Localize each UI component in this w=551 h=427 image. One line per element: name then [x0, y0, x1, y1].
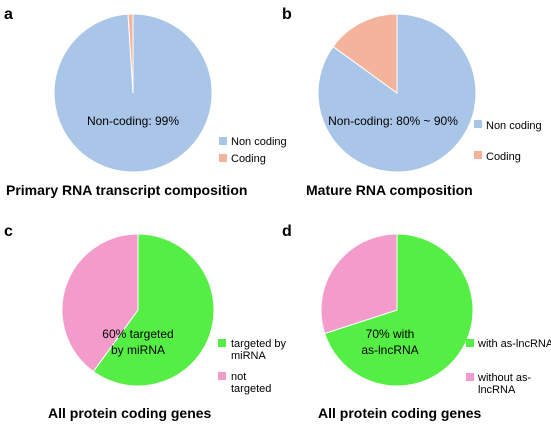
panel-c-title: All protein coding genes	[48, 405, 212, 421]
panel-d-title: All protein coding genes	[318, 405, 482, 421]
panel-c-pie	[61, 233, 215, 387]
legend-swatch-non-coding	[474, 120, 482, 128]
legend-label-without-as-lncrna-line-1: without as-	[477, 372, 532, 384]
pie-slice-without-as-lncrna	[320, 233, 398, 335]
legend-label-non-coding: Non coding	[486, 120, 542, 132]
panel-c-center-label-line-2: by miRNA	[111, 343, 165, 357]
legend-label-not-targeted-line-1: not	[231, 371, 246, 383]
legend-swatch-targeted	[218, 339, 226, 347]
panel-a-center-label-line-1: Non-coding: 99%	[87, 114, 179, 128]
legend-label-non-coding: Non coding	[231, 136, 287, 148]
panel-a: a Non-coding: 99% Non coding Coding Prim…	[4, 6, 287, 198]
pie-slice-targeted-by-mirna	[92, 233, 215, 387]
panel-c-letter: c	[4, 223, 13, 240]
panel-d: d 70% with as-lncRNA with as-lncRNA with…	[282, 223, 551, 421]
panel-d-center-label-line-2: as-lncRNA	[361, 343, 418, 357]
panel-b-title: Mature RNA composition	[306, 182, 473, 198]
legend-label-coding: Coding	[231, 153, 266, 165]
panel-a-pie	[53, 13, 213, 173]
legend-swatch-without-as-lncrna	[466, 373, 474, 381]
legend-swatch-non-coding	[219, 137, 227, 145]
legend-swatch-not-targeted	[218, 372, 226, 380]
pie-slice-coding	[332, 13, 398, 94]
panel-d-center-label-line-1: 70% with	[366, 327, 415, 341]
panel-a-title: Primary RNA transcript composition	[6, 182, 247, 198]
pie-slice-with-as-lncrna	[324, 233, 474, 387]
legend-swatch-with-as-lncrna	[466, 339, 474, 347]
panel-b-letter: b	[282, 6, 292, 23]
legend-label-with-as-lncrna: with as-lncRNA	[477, 338, 551, 350]
legend-label-not-targeted-line-2: targeted	[231, 383, 271, 395]
legend-label-targeted-line-1: targeted by	[231, 338, 287, 350]
panel-c-center-label-line-1: 60% targeted	[102, 327, 173, 341]
legend-swatch-coding	[474, 151, 482, 159]
legend-label-coding: Coding	[486, 151, 521, 163]
panel-c: c 60% targeted by miRNA targeted by miRN…	[4, 223, 287, 421]
panel-b-pie	[317, 13, 477, 173]
panel-b-center-label-line-1: Non-coding: 80% ~ 90%	[328, 114, 458, 128]
legend-label-without-as-lncrna-line-2: lncRNA	[478, 384, 516, 396]
pie-slice-coding	[127, 13, 134, 94]
panel-a-letter: a	[4, 6, 13, 23]
panel-d-letter: d	[282, 223, 292, 240]
panel-b: b Non-coding: 80% ~ 90% Non coding Codin…	[282, 6, 542, 198]
pie-slice-not-targeted	[61, 233, 139, 373]
panel-d-pie	[320, 233, 474, 387]
legend-label-targeted-line-2: miRNA	[231, 350, 266, 362]
legend-swatch-coding	[219, 154, 227, 162]
